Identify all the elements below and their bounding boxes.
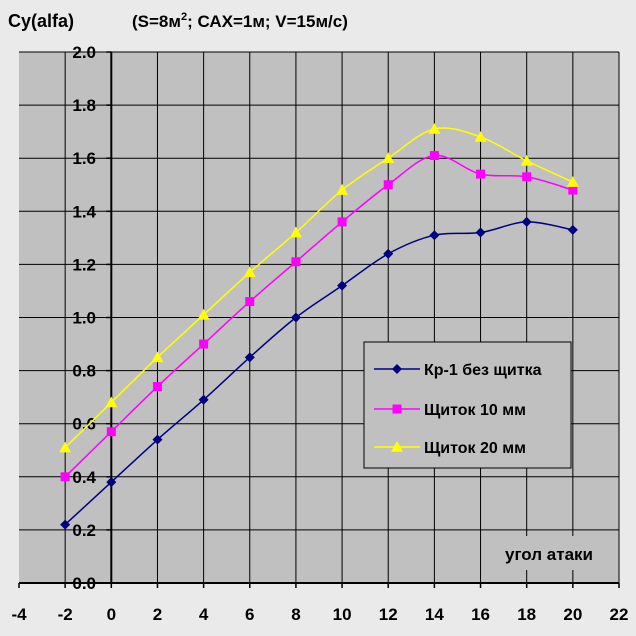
x-tick-label: 2 xyxy=(153,605,162,624)
legend-marker xyxy=(391,441,403,452)
x-tick-label: 18 xyxy=(517,605,536,624)
y-tick-label: 0.6 xyxy=(72,415,96,434)
data-point xyxy=(521,216,532,227)
data-point xyxy=(151,351,164,363)
data-point xyxy=(429,151,439,161)
data-point xyxy=(475,227,486,238)
data-point xyxy=(382,152,395,163)
axes xyxy=(18,51,620,588)
data-point xyxy=(60,519,71,530)
y-tick-label: 1.0 xyxy=(72,309,96,328)
data-point xyxy=(337,280,348,291)
series-1 xyxy=(60,216,578,530)
x-tick-labels: -4 -2 0 2 4 6 8 10 12 14 16 18 20 22 xyxy=(11,605,628,624)
data-point xyxy=(337,217,347,227)
data-point xyxy=(59,441,72,453)
legend-marker xyxy=(392,364,402,374)
axis-title-box xyxy=(484,536,614,570)
data-point xyxy=(198,394,209,405)
legend-marker xyxy=(392,404,402,414)
x-tick-label: 6 xyxy=(245,605,254,624)
chart-subtitle: (S=8м2; САХ=1м; V=15м/с) xyxy=(132,11,348,31)
x-tick-label: 20 xyxy=(563,605,582,624)
data-point xyxy=(105,396,118,408)
data-point xyxy=(289,226,302,238)
data-point xyxy=(243,266,256,278)
series-3 xyxy=(59,122,579,453)
data-point xyxy=(197,308,210,320)
data-point xyxy=(244,352,255,363)
data-point xyxy=(520,154,533,166)
data-point xyxy=(383,180,393,190)
data-point xyxy=(336,184,349,195)
data-point xyxy=(152,382,162,392)
data-point xyxy=(199,339,209,349)
y-tick-labels: 0.0 0.2 0.4 0.6 0.8 1.0 1.2 1.4 1.6 1.8 2.0 xyxy=(72,43,96,593)
x-tick-label: 22 xyxy=(610,605,629,624)
subtitle-rest: ; САХ=1м; V=15м/с) xyxy=(187,12,348,31)
data-point xyxy=(568,185,578,195)
data-point xyxy=(290,312,301,323)
data-point xyxy=(567,224,578,235)
y-tick-label: 1.8 xyxy=(72,96,96,115)
x-tick-label: 12 xyxy=(379,605,398,624)
legend-label: Кр-1 без щитка xyxy=(424,362,542,379)
data-point xyxy=(291,257,301,267)
data-point xyxy=(245,297,255,307)
data-point xyxy=(106,427,116,437)
legend: Кр-1 без щитка Щиток 10 мм Щиток 20 мм xyxy=(363,341,572,469)
y-tick-label: 0.0 xyxy=(72,574,96,593)
x-tick-label: 10 xyxy=(333,605,352,624)
data-point xyxy=(60,472,70,482)
x-tick-label: 8 xyxy=(291,605,300,624)
x-tick-label: 16 xyxy=(471,605,490,624)
x-axis-title: угол атаки xyxy=(505,545,593,564)
data-point xyxy=(106,477,117,488)
data-point xyxy=(474,130,487,142)
y-tick-label: 0.4 xyxy=(72,468,96,487)
y-tick-label: 1.6 xyxy=(72,149,96,168)
x-tick-label: 4 xyxy=(199,605,209,624)
legend-label: Щиток 20 мм xyxy=(424,440,526,457)
y-tick-label: 1.2 xyxy=(72,255,96,274)
subtitle-open: (S=8м xyxy=(132,12,181,31)
y-tick-label: 1.4 xyxy=(72,202,96,221)
data-point xyxy=(566,176,579,187)
series-2 xyxy=(60,151,578,482)
data-point xyxy=(152,434,163,445)
subtitle-superscript: 2 xyxy=(181,11,187,23)
data-point xyxy=(476,169,486,179)
chart-title: Cy(alfa) xyxy=(8,11,74,31)
x-tick-label: 0 xyxy=(107,605,116,624)
x-tick-label: -2 xyxy=(58,605,73,624)
data-point xyxy=(428,122,441,134)
y-tick-label: 0.2 xyxy=(72,521,96,540)
data-point xyxy=(429,230,440,241)
series-layer xyxy=(59,122,579,530)
data-point xyxy=(383,248,394,259)
legend-label: Щиток 10 мм xyxy=(424,402,526,419)
x-tick-label: -4 xyxy=(11,605,27,624)
x-tick-label: 14 xyxy=(425,605,444,624)
data-point xyxy=(522,172,532,182)
y-tick-label: 0.8 xyxy=(72,362,96,381)
y-tick-label: 2.0 xyxy=(72,43,96,62)
